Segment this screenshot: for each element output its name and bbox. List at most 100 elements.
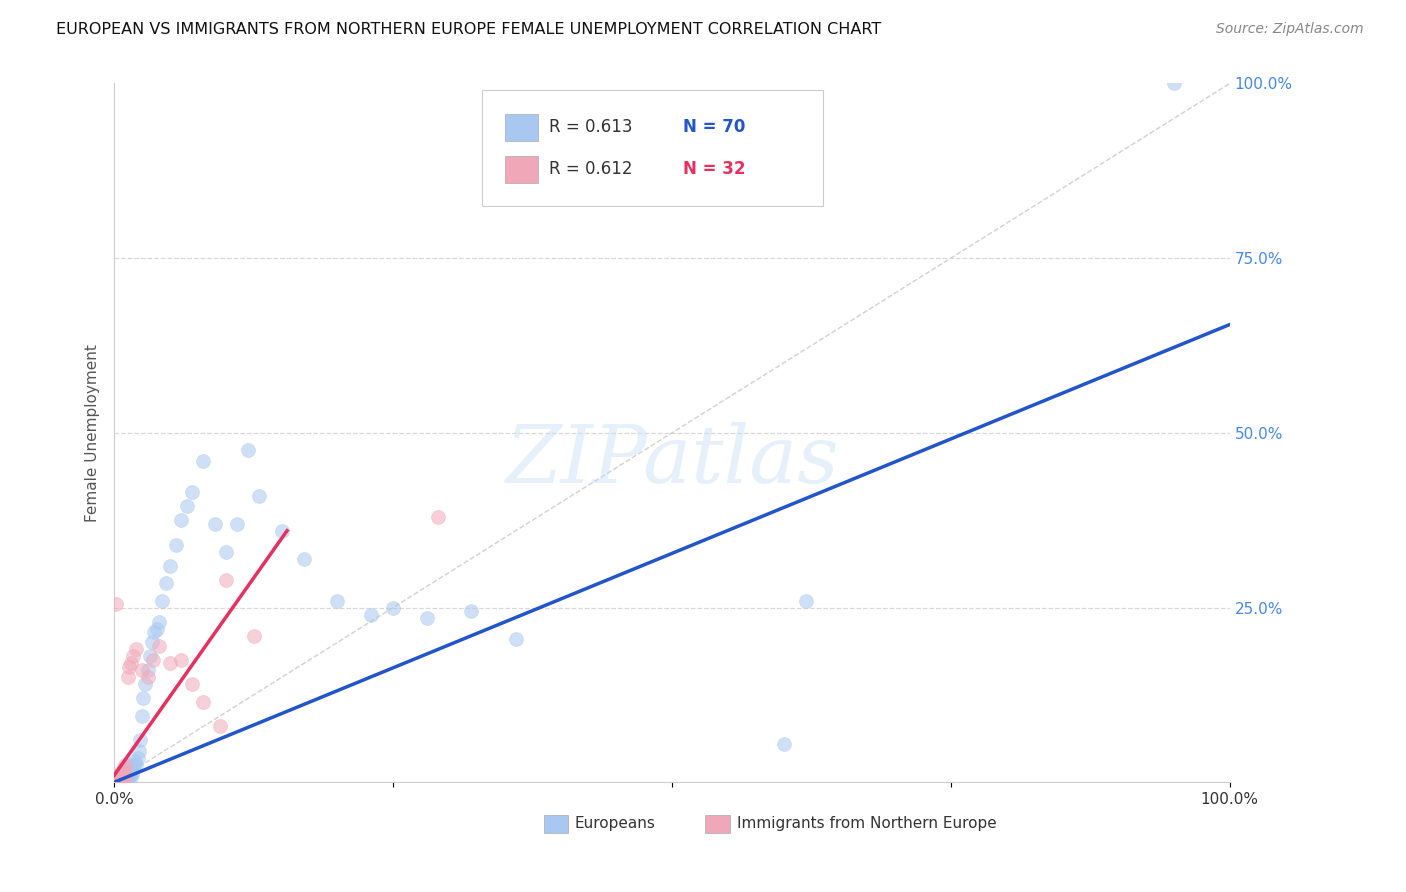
Point xyxy=(772,737,794,751)
Point xyxy=(122,761,145,775)
Point xyxy=(165,538,187,552)
Point xyxy=(111,764,134,779)
Point xyxy=(132,691,155,706)
Point xyxy=(215,573,238,587)
Point xyxy=(112,761,135,775)
Point xyxy=(247,489,270,503)
Point xyxy=(170,513,193,527)
Point xyxy=(415,611,437,625)
Point xyxy=(193,454,215,468)
Point xyxy=(118,757,141,772)
Point xyxy=(460,604,482,618)
Point xyxy=(104,772,127,786)
Point xyxy=(794,593,817,607)
Point xyxy=(107,768,129,782)
Point xyxy=(215,544,238,558)
Text: Source: ZipAtlas.com: Source: ZipAtlas.com xyxy=(1216,22,1364,37)
Point xyxy=(107,772,129,786)
Point xyxy=(426,509,449,524)
Point xyxy=(131,709,153,723)
Point xyxy=(115,763,138,777)
Point xyxy=(176,500,198,514)
Point xyxy=(112,764,135,779)
Point xyxy=(136,664,159,678)
Point xyxy=(382,600,405,615)
Point xyxy=(110,772,132,786)
Point xyxy=(110,764,132,779)
Point xyxy=(128,744,150,758)
Point xyxy=(117,761,139,775)
Point xyxy=(111,770,134,784)
Point xyxy=(115,770,138,784)
Point xyxy=(121,767,143,781)
Point xyxy=(155,576,177,591)
Point xyxy=(360,607,382,622)
Point xyxy=(122,649,145,664)
Point xyxy=(107,770,129,784)
Point xyxy=(150,593,173,607)
FancyBboxPatch shape xyxy=(482,90,823,206)
Point xyxy=(107,772,129,786)
Point xyxy=(118,768,141,782)
Point xyxy=(142,653,165,667)
Point xyxy=(112,764,135,779)
Point xyxy=(120,770,142,784)
Point xyxy=(117,670,139,684)
Point xyxy=(128,733,150,747)
Point xyxy=(204,516,226,531)
Point xyxy=(127,751,149,765)
Point xyxy=(141,635,163,649)
Point xyxy=(118,770,141,784)
Text: Europeans: Europeans xyxy=(575,816,655,831)
Point xyxy=(124,754,146,768)
Point xyxy=(112,772,135,786)
Text: N = 70: N = 70 xyxy=(683,119,745,136)
Point xyxy=(108,772,131,786)
Point xyxy=(145,622,167,636)
Point xyxy=(104,772,127,786)
Point xyxy=(159,657,181,671)
Point xyxy=(131,664,153,678)
Point xyxy=(110,768,132,782)
Point xyxy=(270,524,292,538)
Point xyxy=(148,639,170,653)
Point xyxy=(225,516,247,531)
Point xyxy=(148,615,170,629)
FancyBboxPatch shape xyxy=(505,156,538,183)
Point xyxy=(1163,77,1185,91)
Point xyxy=(159,558,181,573)
Point xyxy=(108,770,131,784)
Text: ZIPatlas: ZIPatlas xyxy=(505,422,839,500)
Point xyxy=(120,763,142,777)
Point xyxy=(242,628,264,642)
Text: Immigrants from Northern Europe: Immigrants from Northern Europe xyxy=(737,816,997,831)
Text: R = 0.613: R = 0.613 xyxy=(550,119,633,136)
Point xyxy=(505,632,527,646)
Point xyxy=(122,757,145,772)
Point xyxy=(292,551,315,566)
Point xyxy=(181,485,204,500)
Text: N = 32: N = 32 xyxy=(683,161,745,178)
FancyBboxPatch shape xyxy=(706,815,730,833)
Point xyxy=(107,772,129,786)
Point xyxy=(117,768,139,782)
Point xyxy=(120,657,142,671)
Point xyxy=(114,772,136,786)
Point xyxy=(136,670,159,684)
Point xyxy=(170,653,193,667)
Y-axis label: Female Unemployment: Female Unemployment xyxy=(86,344,100,522)
Point xyxy=(114,767,136,781)
Point xyxy=(125,757,148,772)
Text: R = 0.612: R = 0.612 xyxy=(550,161,633,178)
Point xyxy=(108,772,131,786)
Point xyxy=(108,767,131,781)
Text: EUROPEAN VS IMMIGRANTS FROM NORTHERN EUROPE FEMALE UNEMPLOYMENT CORRELATION CHAR: EUROPEAN VS IMMIGRANTS FROM NORTHERN EUR… xyxy=(56,22,882,37)
Point xyxy=(105,772,128,786)
Point xyxy=(110,768,132,782)
Point xyxy=(236,443,259,458)
Point xyxy=(115,770,138,784)
Point xyxy=(181,677,204,691)
Point xyxy=(107,772,129,786)
Point xyxy=(326,593,349,607)
Point xyxy=(107,768,129,782)
